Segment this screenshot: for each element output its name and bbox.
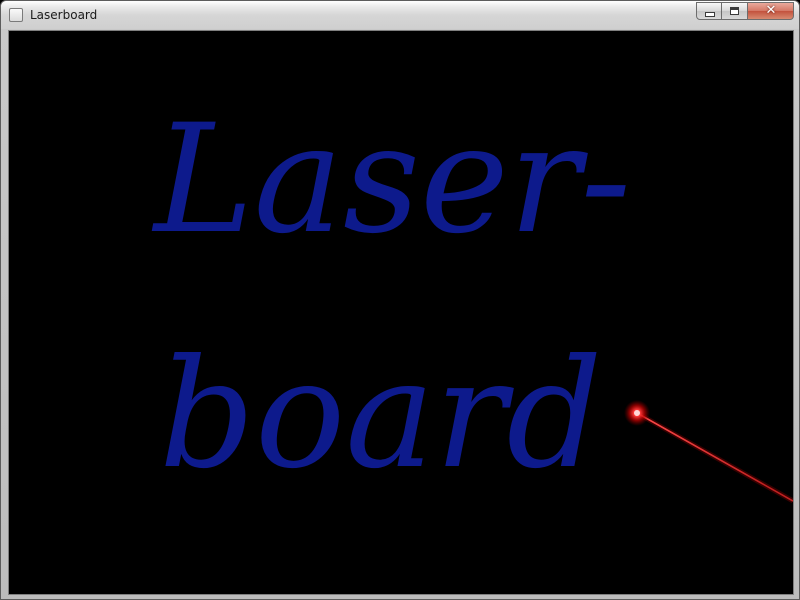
board-surface[interactable]: Laser- board bbox=[9, 31, 793, 594]
app-window-icon[interactable] bbox=[9, 8, 23, 22]
window-title: Laserboard bbox=[30, 8, 98, 22]
board-text-line-1: Laser- bbox=[151, 93, 631, 267]
minimize-icon bbox=[706, 13, 714, 16]
board-text-line-2: board bbox=[159, 328, 602, 502]
drawing-canvas[interactable]: Laser- board bbox=[8, 30, 794, 595]
maximize-icon bbox=[730, 7, 739, 15]
caption-buttons: ✕ bbox=[696, 2, 794, 21]
laser-beam bbox=[636, 412, 793, 502]
title-bar[interactable]: Laserboard ✕ bbox=[1, 1, 799, 29]
minimize-button[interactable] bbox=[696, 2, 722, 20]
close-button[interactable]: ✕ bbox=[748, 2, 794, 20]
maximize-button[interactable] bbox=[722, 2, 748, 20]
close-icon: ✕ bbox=[765, 3, 777, 18]
laser-dot bbox=[634, 410, 640, 416]
